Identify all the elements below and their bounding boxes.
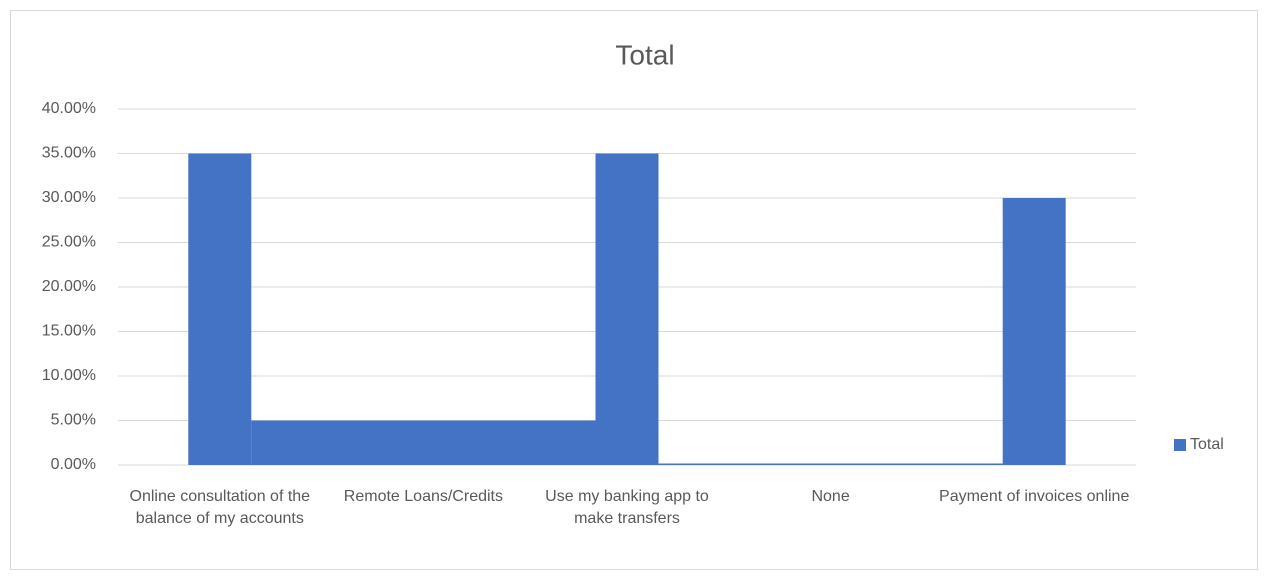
legend-label: Total [1190, 436, 1224, 453]
bar [595, 153, 659, 465]
y-tick-label: 15.00% [42, 323, 96, 340]
x-tick-label: None [811, 488, 850, 505]
y-tick-label: 35.00% [42, 145, 96, 162]
bar [251, 420, 596, 465]
x-tick-label: Remote Loans/Credits [343, 488, 503, 505]
y-tick-label: 20.00% [42, 278, 96, 295]
legend-swatch [1174, 439, 1186, 451]
bar [658, 463, 1003, 465]
y-tick-label: 30.00% [42, 189, 96, 206]
y-tick-label: 5.00% [51, 412, 96, 429]
bar [1002, 198, 1066, 465]
y-tick-label: 25.00% [42, 234, 96, 251]
y-tick-label: 0.00% [51, 456, 96, 473]
y-tick-label: 40.00% [42, 100, 96, 117]
x-tick-label: Online consultation of the balance of my… [129, 488, 311, 527]
bar [188, 153, 252, 465]
y-tick-label: 10.00% [42, 367, 96, 384]
x-tick-label: Use my banking app to make transfers [545, 488, 709, 527]
chart-title: Total [615, 39, 674, 70]
x-tick-label: Payment of invoices online [939, 488, 1130, 505]
